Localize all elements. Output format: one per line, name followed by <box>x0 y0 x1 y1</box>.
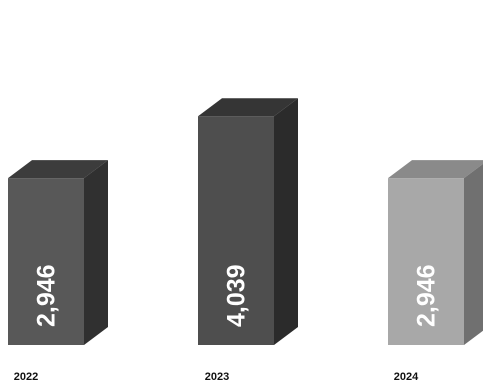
bar-2022 <box>8 160 108 345</box>
bar-2024 <box>388 160 483 345</box>
x-tick-label-2023: 2023 <box>205 371 229 381</box>
bar-side-face <box>274 98 298 346</box>
data-label-2023: 4,039 <box>223 264 251 327</box>
bar-2023 <box>198 98 298 346</box>
bar-top-face <box>8 160 108 179</box>
data-labels: 2,946 4,039 2,946 <box>33 264 441 327</box>
x-tick-label-2024: 2024 <box>394 371 419 381</box>
bar-side-face <box>84 160 108 345</box>
x-tick-label-2022: 2022 <box>14 371 38 381</box>
data-label-2024: 2,946 <box>413 264 441 327</box>
bar-top-face <box>388 160 483 179</box>
bar-front-face <box>198 116 274 346</box>
data-label-2022: 2,946 <box>33 264 61 327</box>
bar-front-face <box>8 178 84 345</box>
bar-front-face <box>388 178 464 345</box>
bars <box>8 98 483 346</box>
bar-top-face <box>198 98 298 117</box>
x-axis-tick-labels: 2022 2023 2024 <box>14 371 419 381</box>
bar-side-face <box>464 163 483 345</box>
